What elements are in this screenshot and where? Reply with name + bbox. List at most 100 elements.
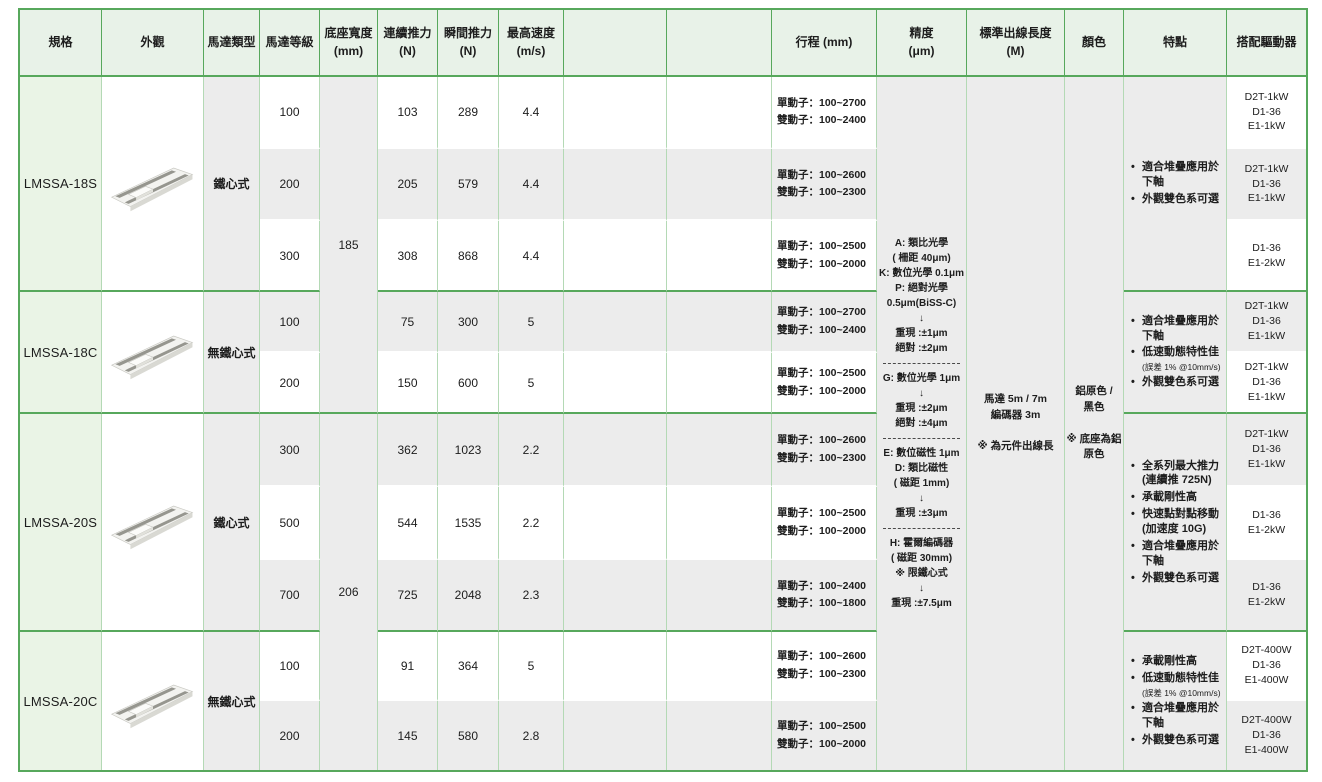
feature-item: • 適合堆疊應用於下軸 (1131, 160, 1221, 190)
accuracy-line: 重現 :±2μm (895, 403, 948, 414)
stroke-single: 單動子：100~2700 (777, 96, 867, 109)
col-header-spec: 規格 (20, 10, 102, 77)
model-cell: LMSSA-18S (20, 77, 102, 292)
feature-text: 適合堆疊應用於下軸 (1142, 539, 1219, 567)
feature-item: • 全系列最大推力 (連續推 725N) (1131, 459, 1221, 489)
table-row: LMSSA-18C 無鐵心式 100 75 300 5 單動子：100~2700… (20, 292, 1306, 414)
down-arrow-icon: ↓ (919, 493, 924, 504)
accuracy-line: D: 類比磁性 (894, 463, 949, 474)
down-arrow-icon: ↓ (919, 313, 924, 324)
stroke-cell: 單動子：100~2600 雙動子：100~2300 (772, 149, 877, 221)
stroke-cell: 單動子：100~2700 雙動子：100~2400 (772, 77, 877, 149)
feature-item: • 適合堆疊應用於下軸 (1131, 314, 1221, 344)
empty-cell (564, 632, 667, 701)
driver-line: E1-1kW (1247, 329, 1286, 342)
cont-force-cell: 103 (378, 77, 438, 149)
stroke-double: 雙動子：100~2300 (777, 667, 867, 680)
spec-table: 規格 外觀 馬達類型 馬達等級 底座寬度 (mm) 連續推力 (N) 瞬間推力 (N)… (18, 8, 1308, 772)
drivers-cell: D2T-1kW D1-36 E1-1kW (1227, 149, 1306, 221)
table-row: LMSSA-20C 無鐵心式 100 91 364 5 單動子：100~2600… (20, 632, 1306, 770)
bullet-icon: • (1131, 655, 1135, 668)
model-cell: LMSSA-20C (20, 632, 102, 770)
speed-cell: 2.2 (499, 487, 564, 560)
accuracy-line: ( 柵距 40μm) (892, 253, 951, 264)
col-header-empty-2 (667, 10, 772, 77)
cable-line: 馬達 5m / 7m (983, 392, 1048, 405)
empty-cell (667, 77, 772, 149)
cont-force-cell: 91 (378, 632, 438, 701)
stroke-cell: 單動子：100~2700 雙動子：100~2400 (772, 292, 877, 353)
bullet-icon: • (1131, 571, 1135, 584)
drivers-cell: D2T-1kW D1-36 E1-1kW (1227, 414, 1306, 487)
cable-length-cell: 馬達 5m / 7m 編碼器 3m ※ 為元件出線長 (967, 77, 1065, 770)
col-header-empty-1 (564, 10, 667, 77)
driver-line: E1-400W (1244, 743, 1289, 756)
stroke-cell: 單動子：100~2400 雙動子：100~1800 (772, 560, 877, 632)
header-label: 規格 (48, 34, 73, 49)
feature-text: 低速動態特性佳 (1142, 346, 1219, 359)
speed-cell: 2.2 (499, 414, 564, 487)
feature-note: (誤差 1% @10mm/s) (1142, 362, 1221, 373)
header-unit: (N) (399, 43, 416, 58)
features-cell: • 適合堆疊應用於下軸 • 外觀雙色系可選 (1124, 77, 1227, 292)
bullet-icon: • (1131, 346, 1135, 359)
table-row: LMSSA-18S 鐵心式 100 185 103 289 4.4 單動子：10… (20, 77, 1306, 770)
col-header-base-width: 底座寬度 (mm) (320, 10, 378, 77)
header-unit: (μm) (908, 43, 935, 58)
spacer (967, 423, 1064, 439)
header-label: 馬達等級 (265, 34, 314, 49)
header-row: 規格 外觀 馬達類型 馬達等級 底座寬度 (mm) 連續推力 (N) 瞬間推力 (N)… (20, 10, 1306, 77)
feature-text: 外觀雙色系可選 (1142, 733, 1219, 746)
driver-line: D2T-1kW (1244, 361, 1289, 374)
feature-text: 適合堆疊應用於下軸 (1142, 702, 1219, 729)
cont-force-cell: 75 (378, 292, 438, 353)
dashed-divider (883, 363, 960, 364)
accuracy-line: 0.5μm(BiSS-C) (886, 298, 957, 309)
col-header-features: 特點 (1124, 10, 1227, 77)
driver-line: E1-1kW (1247, 120, 1286, 133)
grade-cell: 300 (260, 414, 320, 487)
peak-force-cell: 580 (438, 701, 499, 770)
base-width-cell: 206 (320, 414, 378, 770)
features-cell: • 承載剛性高 • 低速動態特性佳 (誤差 1% @10mm/s) • 適合堆疊應用於… (1124, 632, 1227, 770)
feature-item: • 外觀雙色系可選 (1131, 571, 1221, 586)
empty-cell (564, 221, 667, 292)
bullet-icon: • (1131, 459, 1135, 472)
motor-type-cell: 鐵心式 (204, 77, 260, 292)
down-arrow-icon: ↓ (919, 583, 924, 594)
drivers-cell: D1-36 E1-2kW (1227, 560, 1306, 632)
speed-cell: 5 (499, 632, 564, 701)
accuracy-line: K: 數位光學 0.1μm (878, 268, 965, 279)
stroke-cell: 單動子：100~2500 雙動子：100~2000 (772, 353, 877, 414)
driver-line: D1-36 (1252, 177, 1281, 190)
accuracy-line: P: 絕對光學 (895, 283, 948, 294)
drivers-cell: D2T-1kW D1-36 E1-1kW (1227, 292, 1306, 353)
stroke-cell: 單動子：100~2600 雙動子：100~2300 (772, 414, 877, 487)
bullet-icon: • (1131, 508, 1135, 521)
grade-cell: 200 (260, 353, 320, 414)
color-line: 鋁原色 / (1075, 385, 1113, 397)
driver-line: D1-36 (1252, 659, 1281, 672)
stroke-single: 單動子：100~2500 (777, 240, 867, 253)
driver-line: D1-36 (1252, 581, 1281, 594)
appearance-cell (102, 632, 204, 770)
bullet-icon: • (1131, 733, 1135, 746)
feature-item: • 承載剛性高 (1131, 490, 1221, 505)
feature-item: • 外觀雙色系可選 (1131, 733, 1221, 748)
model-cell: LMSSA-18C (20, 292, 102, 414)
bullet-icon: • (1131, 314, 1135, 327)
appearance-cell (102, 414, 204, 632)
empty-cell (564, 77, 667, 149)
color-cell: 鋁原色 / 黑色 ※ 底座為鋁原色 (1065, 77, 1124, 770)
accuracy-line: ( 磁距 1mm) (893, 478, 950, 489)
header-label: 精度 (909, 26, 934, 41)
stroke-double: 雙動子：100~2000 (777, 257, 867, 270)
grade-cell: 200 (260, 701, 320, 770)
bullet-icon: • (1131, 376, 1135, 389)
col-header-max-speed: 最高速度 (m/s) (499, 10, 564, 77)
stroke-cell: 單動子：100~2500 雙動子：100~2000 (772, 701, 877, 770)
drivers-cell: D2T-1kW D1-36 E1-1kW (1227, 77, 1306, 149)
empty-cell (564, 353, 667, 414)
header-label: 特點 (1162, 34, 1187, 49)
